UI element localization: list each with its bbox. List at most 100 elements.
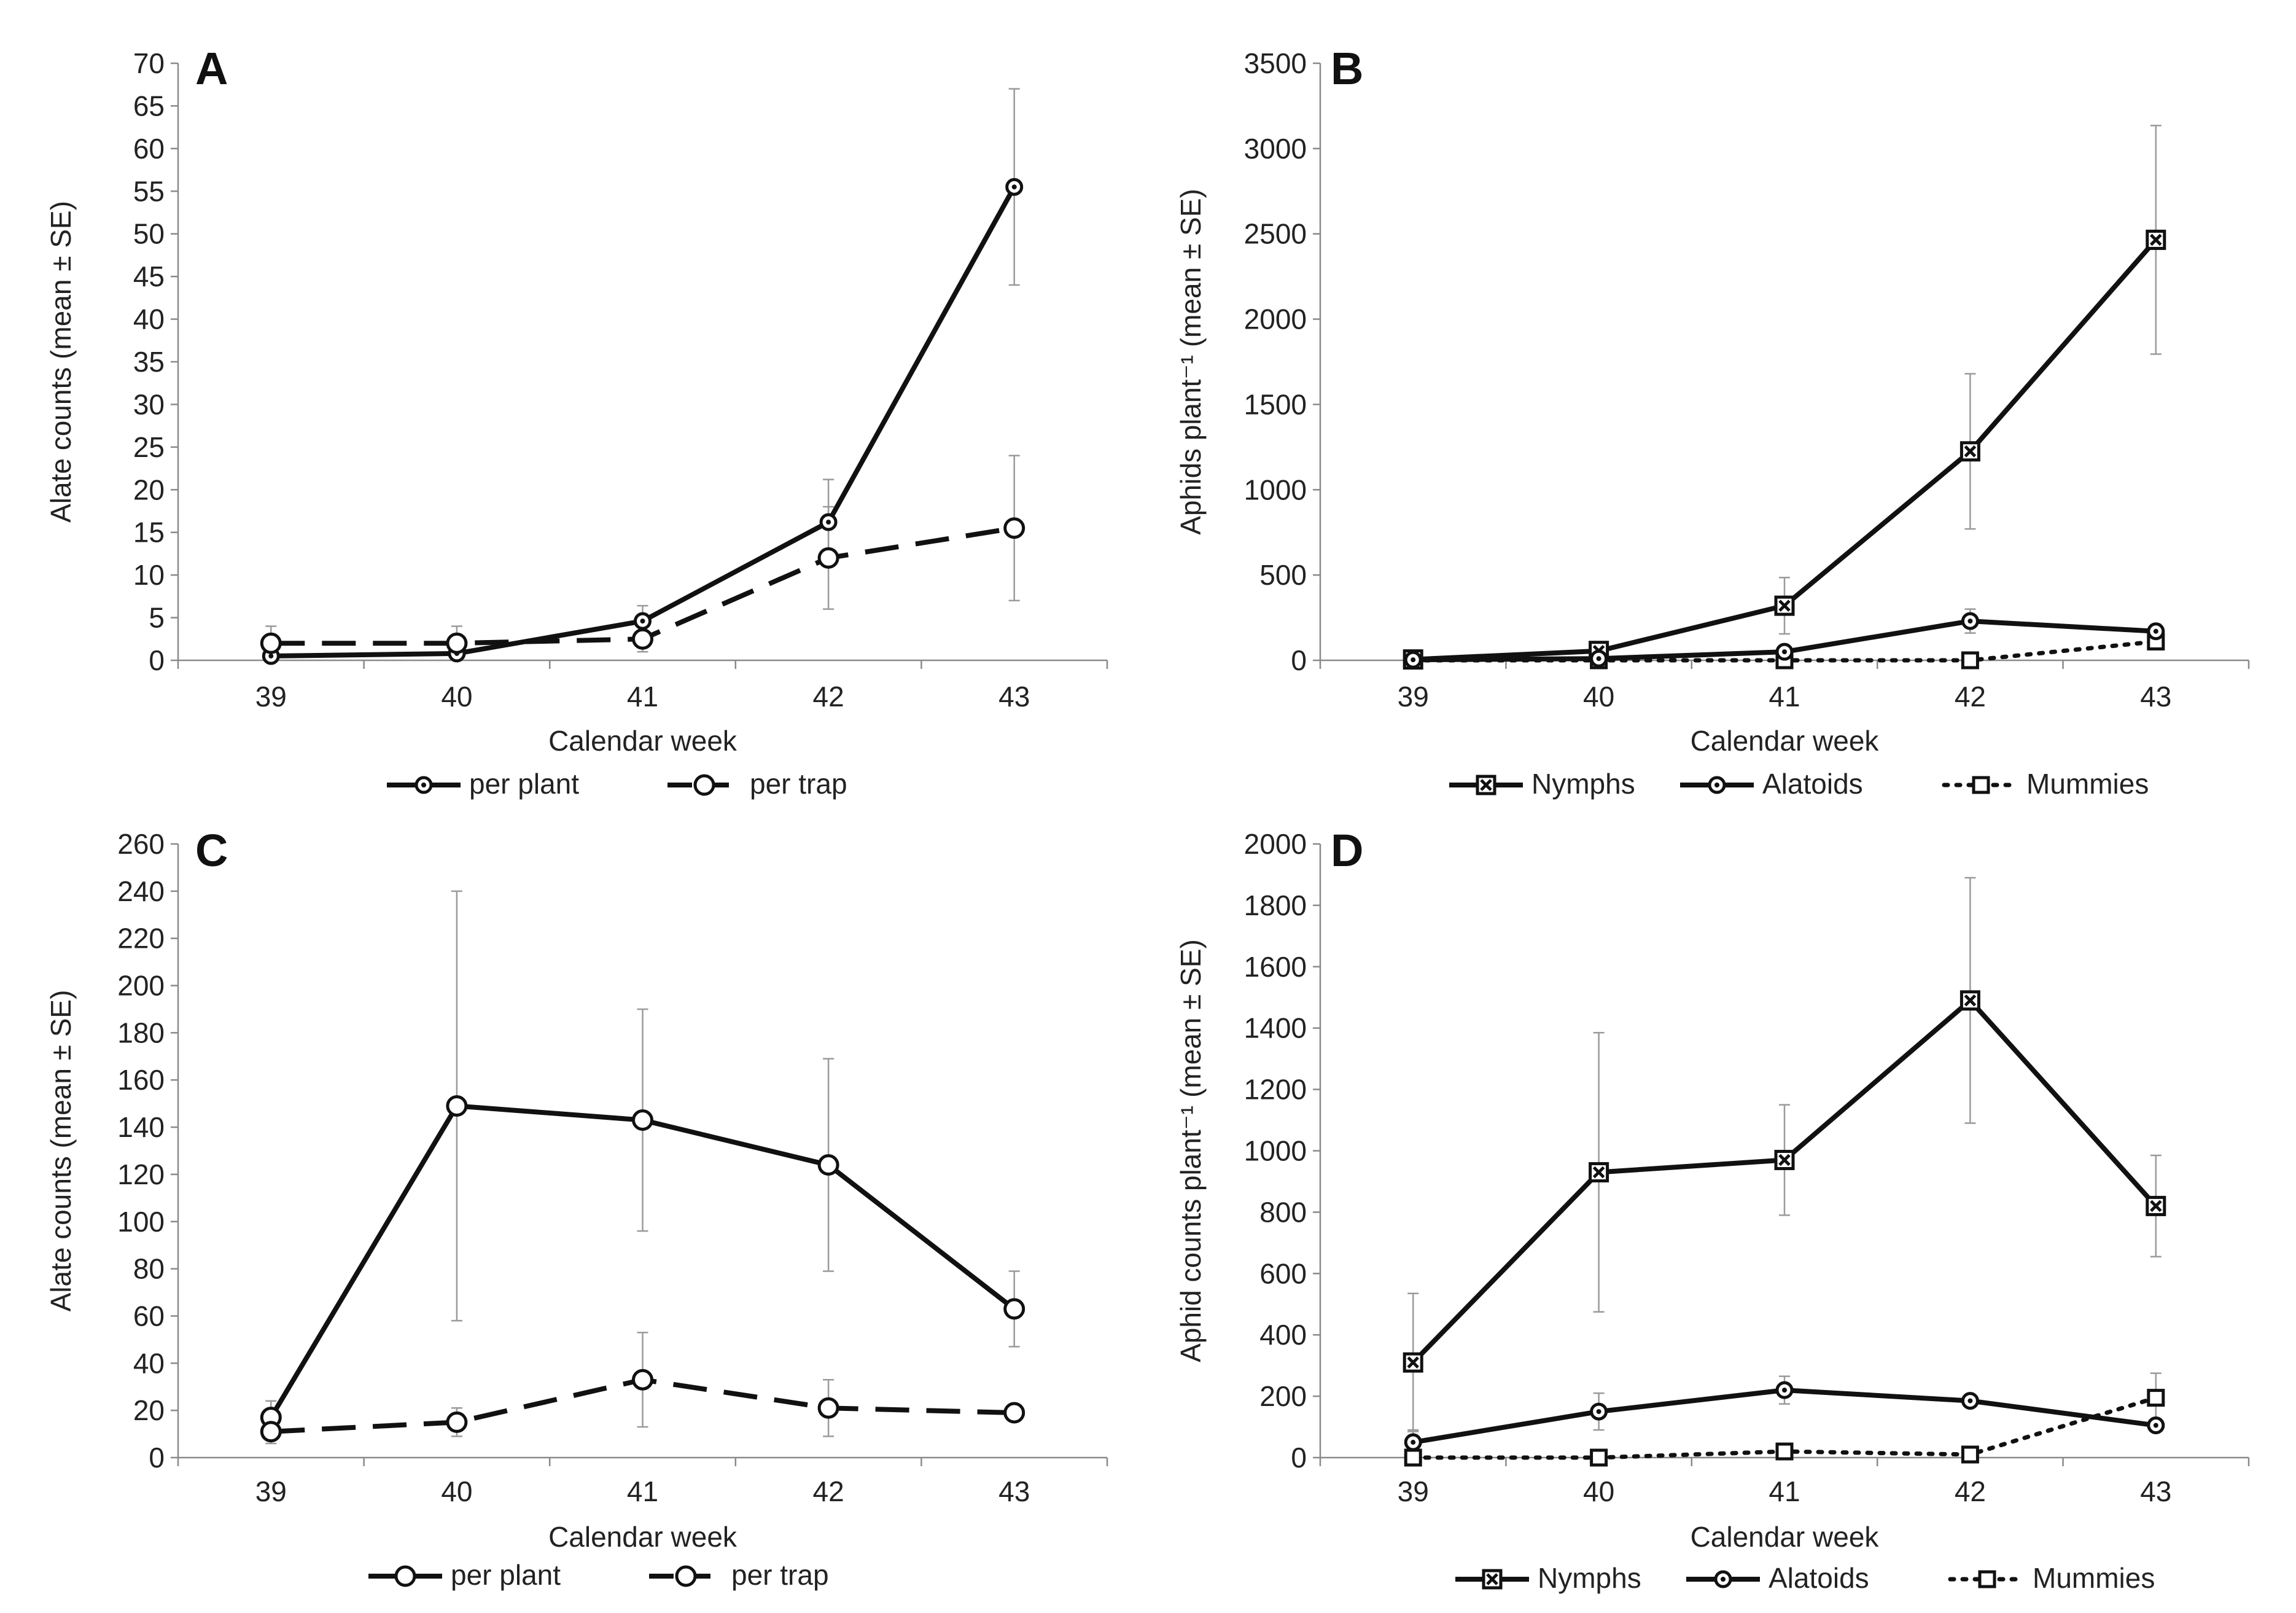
panel-b-legend-marker-mummies xyxy=(1972,776,1990,794)
panel-b-label: B xyxy=(1331,43,1363,94)
panel-b-legend-item-alatoids: Alatoids xyxy=(1680,768,1863,800)
panel-a-y-tick-label: 60 xyxy=(133,133,165,165)
panel-a-point-per-trap xyxy=(817,547,839,569)
panel-d-y-tick-label: 2000 xyxy=(1244,828,1307,860)
panel-d-label: D xyxy=(1331,825,1363,876)
panel-b-x-tick-label: 42 xyxy=(1955,681,1986,713)
panel-b-legend-marker-alatoids xyxy=(1708,776,1726,794)
panel-a-legend-item-per-plant: per plant xyxy=(387,768,579,800)
panel-a-x-axis-title: Calendar week xyxy=(548,725,737,757)
panel-d-y-tick-label: 600 xyxy=(1259,1257,1307,1289)
panel-a-x-tick-label: 40 xyxy=(441,681,472,713)
panel-c-x-tick-label: 41 xyxy=(627,1475,658,1507)
panel-c-point-per-trap xyxy=(260,1421,282,1443)
panel-d-point-nymphs xyxy=(1589,1162,1609,1182)
panel-c-y-tick-label: 160 xyxy=(117,1064,165,1096)
panel-d-legend-marker-mummies xyxy=(1978,1570,1996,1588)
panel-d-point-nymphs xyxy=(1959,990,1980,1011)
panel-d-point-mummies xyxy=(1590,1448,1608,1467)
panel-c-y-tick-label: 100 xyxy=(117,1206,165,1238)
panel-d-point-alatoids xyxy=(1961,1392,1979,1410)
panel-b-point-nymphs xyxy=(2146,229,2166,250)
panel-a-legend: per plant per trap xyxy=(387,768,847,800)
panel-b-point-alatoids xyxy=(1404,650,1422,669)
panel-a-y-tick-label: 45 xyxy=(133,260,165,292)
panel-d-legend-item-mummies: Mummies xyxy=(1948,1562,2155,1594)
panel-c-x-tick-label: 40 xyxy=(441,1475,472,1507)
panel-d-legend-item-alatoids: Alatoids xyxy=(1686,1562,1869,1594)
panel-b-legend-item-mummies: Mummies xyxy=(1942,768,2149,800)
panel-b-legend-label-mummies: Mummies xyxy=(2026,768,2149,800)
panel-a-y-tick-label: 70 xyxy=(133,47,165,79)
panel-d-legend-marker-nymphs xyxy=(1482,1569,1503,1590)
panel-c-point-per-plant xyxy=(1003,1298,1025,1320)
panel-b-y-tick-label: 1000 xyxy=(1244,474,1307,506)
panel-a-y-tick-label: 15 xyxy=(133,517,165,549)
panel-a-point-per-plant xyxy=(1005,178,1024,196)
panel-d-point-nymphs xyxy=(2146,1195,2166,1216)
panel-a-point-per-trap xyxy=(1003,517,1025,539)
panel-c-legend-marker-per-plant xyxy=(394,1565,416,1587)
panel-c-legend-label-per-trap: per trap xyxy=(731,1559,829,1591)
panel-a-point-per-trap xyxy=(260,632,282,654)
panel-d-y-tick-label: 1200 xyxy=(1244,1074,1307,1106)
panel-d-legend-marker-alatoids xyxy=(1714,1570,1732,1588)
panel-c-x-axis-title: Calendar week xyxy=(548,1521,737,1553)
panel-a-x-tick-label: 41 xyxy=(627,681,658,713)
panel-d-legend-item-nymphs: Nymphs xyxy=(1455,1562,1641,1594)
panel-c-y-tick-label: 120 xyxy=(117,1158,165,1190)
panel-c-point-per-trap xyxy=(446,1411,468,1433)
panel-a-point-per-trap xyxy=(632,628,653,650)
panel-b-y-tick-label: 2000 xyxy=(1244,303,1307,335)
panel-b-y-axis-title: Aphids plant⁻¹ (mean ± SE) xyxy=(1175,189,1207,534)
panel-a-point-per-plant xyxy=(634,612,652,630)
panel-b-y-tick-label: 2500 xyxy=(1244,218,1307,250)
panel-b-legend-item-nymphs: Nymphs xyxy=(1449,768,1635,800)
panel-b-legend-label-alatoids: Alatoids xyxy=(1762,768,1863,800)
panel-a-label: A xyxy=(195,43,228,94)
panel-a-y-tick-label: 5 xyxy=(149,602,165,634)
panel-d-x-tick-label: 40 xyxy=(1583,1475,1614,1507)
panel-b-point-mummies xyxy=(1961,651,1979,670)
panel-d-x-tick-label: 39 xyxy=(1398,1475,1429,1507)
panel-d-point-alatoids xyxy=(1590,1402,1608,1421)
panel-a-point-per-plant xyxy=(819,513,838,531)
panel-d-point-mummies xyxy=(2147,1389,2165,1407)
panel-c-label: C xyxy=(195,825,228,876)
panel-d-x-tick-label: 41 xyxy=(1769,1475,1800,1507)
panel-c-y-tick-label: 0 xyxy=(149,1442,165,1474)
panel-d-point-mummies xyxy=(1961,1445,1979,1464)
panel-d-legend-label-mummies: Mummies xyxy=(2033,1562,2155,1594)
panel-a-x-tick-label: 42 xyxy=(813,681,844,713)
panel-d-x-axis-title: Calendar week xyxy=(1691,1521,1880,1553)
panel-c-y-tick-label: 60 xyxy=(133,1300,165,1332)
panel-d-y-tick-label: 800 xyxy=(1259,1196,1307,1228)
panel-b-chart: 0 500 1000 1500 2000 2500 3000 3500 39 40 41 42 43 Ca… xyxy=(1175,43,2250,800)
panel-a-y-tick-label: 40 xyxy=(133,303,165,335)
panel-d-x-tick-label: 42 xyxy=(1955,1475,1986,1507)
panel-b-x-tick-label: 40 xyxy=(1583,681,1614,713)
panel-d-point-alatoids xyxy=(2147,1416,2165,1435)
panel-a-legend-marker-per-plant xyxy=(414,776,433,794)
panel-b-point-alatoids xyxy=(2147,622,2165,641)
panel-c-point-per-trap xyxy=(817,1397,839,1419)
panel-a-legend-marker-per-trap xyxy=(693,774,715,796)
panel-c-y-tick-label: 20 xyxy=(133,1394,165,1426)
panel-c-chart: 0 20 40 60 80 100 120 140 160 180 200 220 240 260 39 40… xyxy=(45,825,1108,1591)
panel-b-y-tick-label: 1500 xyxy=(1244,388,1307,420)
panel-b-x-tick-label: 39 xyxy=(1398,681,1429,713)
panel-c-y-tick-label: 80 xyxy=(133,1253,165,1285)
panel-d-point-nymphs xyxy=(1403,1352,1423,1373)
panel-b-legend-label-nymphs: Nymphs xyxy=(1531,768,1635,800)
panel-b-x-tick-label: 41 xyxy=(1769,681,1800,713)
panel-d-x-tick-label: 43 xyxy=(2140,1475,2171,1507)
panel-b-x-tick-label: 43 xyxy=(2140,681,2171,713)
panel-d-legend-label-alatoids: Alatoids xyxy=(1769,1562,1869,1594)
panel-c-legend: per plant per trap xyxy=(368,1559,829,1591)
panel-a-y-tick-label: 0 xyxy=(149,644,165,676)
panel-a-y-tick-label: 20 xyxy=(133,474,165,506)
panel-c-legend-item-per-trap: per trap xyxy=(649,1559,829,1591)
panel-a-legend-item-per-trap: per trap xyxy=(667,768,847,800)
panel-a-y-tick-label: 65 xyxy=(133,90,165,122)
